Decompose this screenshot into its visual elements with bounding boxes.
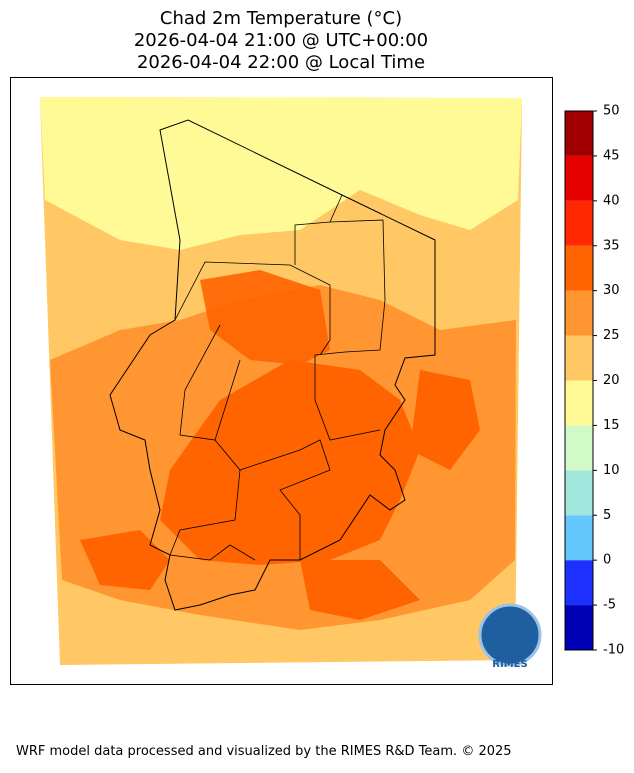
hot-zone bbox=[300, 560, 420, 620]
region-border bbox=[214, 439, 331, 560]
colorbar-tick-label: 40 bbox=[603, 193, 620, 208]
colorbar-bin bbox=[565, 605, 593, 650]
logo-badge bbox=[478, 603, 542, 667]
region-border bbox=[179, 324, 241, 441]
logo-text: RIMES bbox=[492, 659, 527, 670]
map: RIMES bbox=[10, 77, 553, 685]
title-line: 2026-04-04 22:00 @ Local Time bbox=[137, 52, 425, 73]
country-border bbox=[109, 119, 436, 611]
colorbar-bin bbox=[565, 380, 593, 426]
colorbar-tick-label: 50 bbox=[603, 104, 620, 119]
colorbar-tick-label: 0 bbox=[603, 553, 611, 568]
colorbar-bin bbox=[565, 425, 593, 471]
colorbar-tick-label: 25 bbox=[603, 328, 620, 343]
colorbar-bin bbox=[565, 560, 593, 606]
colorbar-tick-label: 5 bbox=[603, 508, 611, 523]
region-border bbox=[169, 469, 256, 561]
colorbar: -10 -5 0 5 10 15 20 25 30 35 40 45 50 bbox=[564, 104, 624, 658]
hot-zone bbox=[410, 370, 480, 470]
colorbar-bin bbox=[565, 515, 593, 561]
colorbar-tick-label: 45 bbox=[603, 148, 620, 163]
title-line: Chad 2m Temperature (°C) bbox=[160, 8, 402, 29]
colorbar-bin bbox=[565, 290, 593, 336]
hot-zone bbox=[80, 530, 170, 590]
colorbar-tick-label: -10 bbox=[603, 643, 624, 658]
colorbar-bin bbox=[565, 111, 593, 156]
region-border bbox=[314, 219, 386, 441]
colorbar-bin bbox=[565, 470, 593, 516]
colorbar-tick-label: 20 bbox=[603, 373, 620, 388]
colorbar-tick-label: 10 bbox=[603, 463, 620, 478]
colorbar-tick-label: 35 bbox=[603, 238, 620, 253]
hot-zone bbox=[160, 360, 420, 565]
footer: WRF model data processed and visualized … bbox=[16, 744, 512, 759]
hot-zone bbox=[200, 270, 330, 365]
region-border bbox=[174, 261, 331, 356]
colorbar-bin bbox=[565, 200, 593, 246]
colorbar-bin bbox=[565, 245, 593, 291]
colorbar-tick-label: 30 bbox=[603, 283, 620, 298]
colorbar-tick-label: 15 bbox=[603, 418, 620, 433]
colorbar-tick-label: -5 bbox=[603, 598, 616, 613]
colorbar-bin bbox=[565, 155, 593, 201]
title-line: 2026-04-04 21:00 @ UTC+00:00 bbox=[134, 30, 428, 51]
region-border bbox=[294, 194, 343, 265]
colorbar-bin bbox=[565, 335, 593, 381]
